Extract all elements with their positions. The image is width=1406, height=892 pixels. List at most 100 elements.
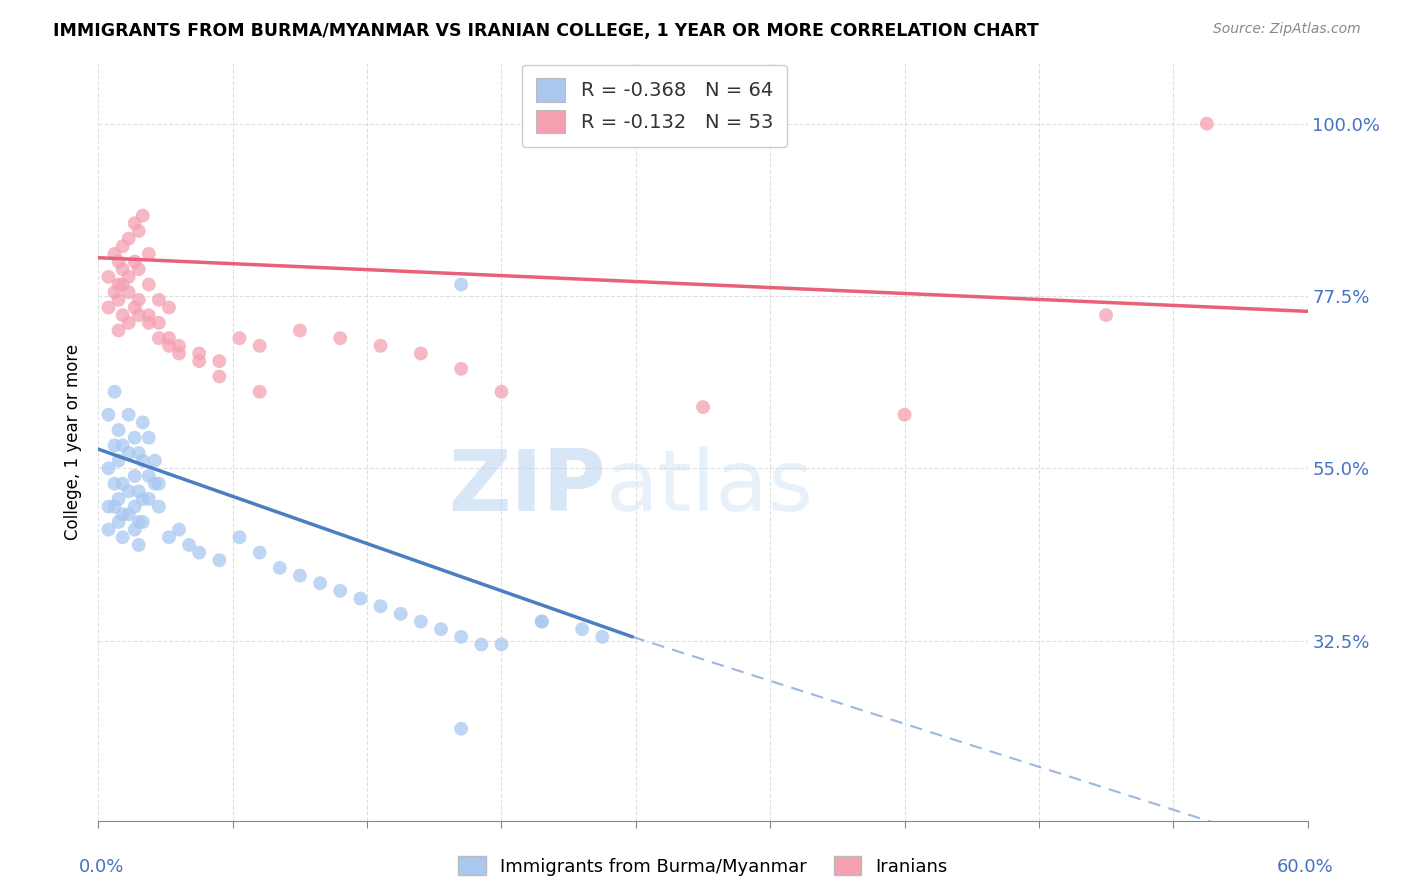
Point <box>118 231 141 245</box>
Point <box>132 491 155 506</box>
Point <box>409 346 432 360</box>
Point <box>132 515 155 529</box>
Point <box>97 269 120 284</box>
Point <box>148 500 170 514</box>
Point <box>157 339 180 353</box>
Point <box>269 561 291 575</box>
Point <box>103 500 125 514</box>
Point <box>208 354 231 368</box>
Point <box>128 308 150 322</box>
Point <box>103 476 125 491</box>
Point <box>450 630 472 644</box>
Point <box>118 446 141 460</box>
Point <box>107 324 129 338</box>
Point <box>97 500 120 514</box>
Point <box>148 316 170 330</box>
Point <box>124 523 146 537</box>
Point <box>97 461 120 475</box>
Point <box>107 277 129 292</box>
Point <box>128 515 150 529</box>
Point <box>143 453 166 467</box>
Point <box>124 254 146 268</box>
Point <box>111 476 134 491</box>
Point <box>111 262 134 277</box>
Point <box>118 269 141 284</box>
Point <box>118 508 141 522</box>
Point <box>157 331 180 345</box>
Point <box>143 476 166 491</box>
Point <box>249 384 271 399</box>
Point <box>118 408 141 422</box>
Point <box>228 530 250 544</box>
Point <box>167 523 190 537</box>
Point <box>470 638 492 652</box>
Point <box>288 324 311 338</box>
Point <box>692 400 714 414</box>
Point <box>249 339 271 353</box>
Point <box>124 301 146 315</box>
Point <box>288 568 311 582</box>
Point <box>430 622 453 636</box>
Point <box>132 209 155 223</box>
Point <box>97 408 120 422</box>
Point <box>148 293 170 307</box>
Point <box>1095 308 1118 322</box>
Point <box>370 599 392 614</box>
Point <box>128 293 150 307</box>
Point <box>329 583 352 598</box>
Point <box>893 408 915 422</box>
Point <box>450 277 472 292</box>
Point <box>124 469 146 483</box>
Point <box>491 638 513 652</box>
Point <box>450 722 472 736</box>
Point <box>103 247 125 261</box>
Point <box>132 416 155 430</box>
Point <box>208 369 231 384</box>
Point <box>530 615 553 629</box>
Point <box>138 277 160 292</box>
Point <box>118 285 141 300</box>
Text: 60.0%: 60.0% <box>1277 858 1333 876</box>
Point <box>188 545 211 559</box>
Text: ZIP: ZIP <box>449 445 606 529</box>
Point <box>389 607 412 621</box>
Point <box>118 484 141 499</box>
Point <box>167 346 190 360</box>
Point <box>107 423 129 437</box>
Point <box>329 331 352 345</box>
Point <box>138 491 160 506</box>
Legend: R = -0.368   N = 64, R = -0.132   N = 53: R = -0.368 N = 64, R = -0.132 N = 53 <box>523 64 787 147</box>
Point <box>138 308 160 322</box>
Point <box>128 224 150 238</box>
Point <box>208 553 231 567</box>
Point <box>179 538 201 552</box>
Point <box>591 630 613 644</box>
Point <box>107 293 129 307</box>
Point <box>128 262 150 277</box>
Point <box>157 301 180 315</box>
Point <box>450 361 472 376</box>
Point <box>128 446 150 460</box>
Point <box>118 316 141 330</box>
Point <box>491 384 513 399</box>
Point <box>107 254 129 268</box>
Legend: Immigrants from Burma/Myanmar, Iranians: Immigrants from Burma/Myanmar, Iranians <box>451 849 955 883</box>
Point <box>138 316 160 330</box>
Point <box>107 491 129 506</box>
Point <box>107 515 129 529</box>
Point <box>107 453 129 467</box>
Point <box>97 301 120 315</box>
Point <box>128 538 150 552</box>
Text: Source: ZipAtlas.com: Source: ZipAtlas.com <box>1213 22 1361 37</box>
Point <box>132 453 155 467</box>
Point <box>148 476 170 491</box>
Point <box>249 545 271 559</box>
Point <box>111 508 134 522</box>
Point <box>409 615 432 629</box>
Point <box>124 216 146 230</box>
Point <box>138 469 160 483</box>
Point <box>124 500 146 514</box>
Point <box>309 576 332 591</box>
Point <box>349 591 371 606</box>
Point <box>103 285 125 300</box>
